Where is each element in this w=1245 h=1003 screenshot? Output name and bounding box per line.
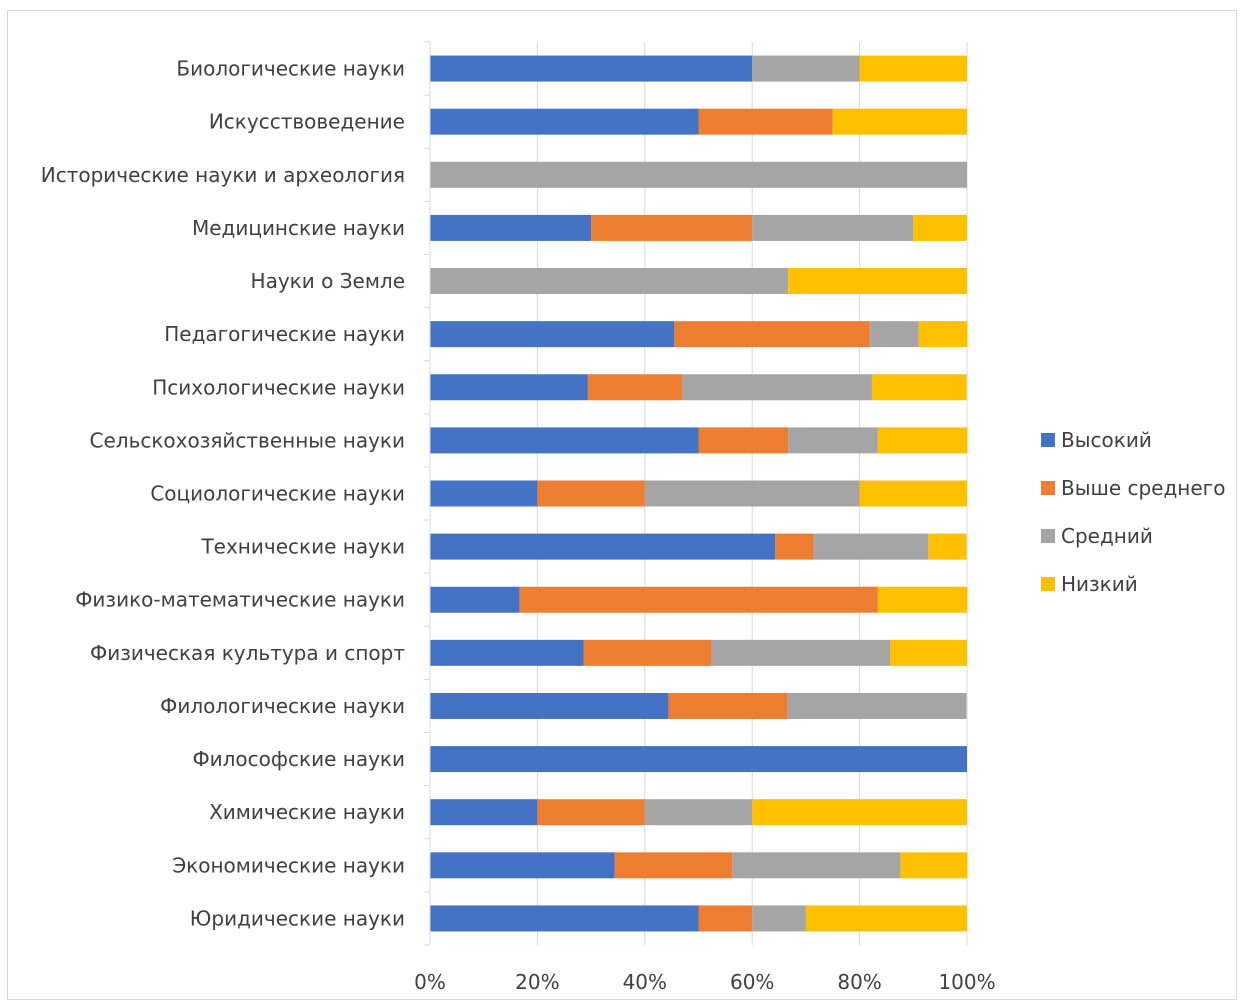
bar-0-series-0 [430, 55, 753, 82]
category-label: Юридические науки [190, 906, 405, 930]
bar-10-series-3 [877, 586, 968, 613]
bar-16-series-1 [698, 905, 753, 932]
bar-7-series-1 [698, 427, 789, 454]
legend-swatch [1041, 481, 1055, 495]
bar-14-series-1 [537, 799, 645, 826]
bar-0-series-3 [859, 55, 967, 82]
bar-4-series-3 [788, 268, 967, 295]
category-label: Педагогические науки [164, 322, 405, 346]
bar-5-series-0 [430, 321, 675, 348]
bar-12-series-0 [430, 692, 669, 719]
bar-8-series-0 [430, 480, 538, 507]
legend-swatch [1041, 577, 1055, 591]
legend-label: Низкий [1061, 572, 1138, 596]
bar-3-series-0 [430, 214, 592, 241]
bar-3-series-1 [591, 214, 753, 241]
bar-6-series-0 [430, 374, 588, 401]
bars [430, 55, 968, 932]
bar-5-series-2 [869, 321, 919, 348]
category-label: Психологические науки [152, 375, 405, 399]
bar-2-series-2 [430, 161, 967, 188]
x-tick-label: 0% [414, 970, 446, 994]
bar-15-series-2 [732, 852, 901, 879]
x-tick-label: 20% [515, 970, 559, 994]
bar-9-series-0 [430, 533, 776, 560]
bar-8-series-3 [859, 480, 967, 507]
bar-6-series-1 [587, 374, 683, 401]
legend-label: Средний [1061, 524, 1153, 548]
bar-10-series-1 [519, 586, 878, 613]
bar-11-series-0 [430, 639, 584, 666]
bar-5-series-1 [674, 321, 870, 348]
bar-3-series-2 [752, 214, 914, 241]
legend-swatch [1041, 433, 1055, 447]
bar-15-series-1 [614, 852, 733, 879]
category-label: Химические науки [209, 800, 405, 824]
category-label: Социологические науки [150, 482, 405, 506]
bar-6-series-3 [871, 374, 967, 401]
bar-14-series-2 [644, 799, 753, 826]
bar-11-series-2 [711, 639, 891, 666]
bar-5-series-3 [918, 321, 968, 348]
bar-13-series-0 [430, 746, 967, 773]
x-tick-label: 80% [837, 970, 881, 994]
bar-11-series-3 [890, 639, 967, 666]
bar-8-series-1 [537, 480, 645, 507]
x-tick-label: 100% [938, 970, 995, 994]
bar-12-series-2 [787, 692, 967, 719]
category-label: Биологические науки [176, 57, 405, 81]
bar-15-series-3 [900, 852, 968, 879]
bar-1-series-1 [698, 108, 833, 135]
bar-9-series-1 [775, 533, 814, 560]
bar-10-series-0 [430, 586, 520, 613]
category-label: Физико-математические науки [75, 588, 405, 612]
bar-12-series-1 [668, 692, 788, 719]
bar-14-series-3 [752, 799, 967, 826]
bar-0-series-2 [752, 55, 860, 82]
legend-swatch [1041, 529, 1055, 543]
legend-label: Высокий [1061, 428, 1152, 452]
category-labels: Биологические науки Искусствоведение Истор… [41, 57, 406, 931]
x-tick-label: 60% [730, 970, 774, 994]
bar-11-series-1 [583, 639, 712, 666]
bar-6-series-2 [682, 374, 872, 401]
bar-4-series-2 [430, 268, 789, 295]
bar-7-series-2 [788, 427, 878, 454]
category-label: Физическая культура и спорт [90, 641, 405, 665]
category-label: Филологические науки [160, 694, 405, 718]
bar-16-series-3 [805, 905, 967, 932]
bar-15-series-0 [430, 852, 615, 879]
category-label: Искусствоведение [209, 110, 405, 134]
category-label: Науки о Земле [251, 269, 405, 293]
bar-1-series-3 [832, 108, 967, 135]
bar-7-series-0 [430, 427, 699, 454]
bar-16-series-2 [752, 905, 806, 932]
bar-9-series-3 [928, 533, 967, 560]
category-label: Технические науки [200, 535, 405, 559]
bar-1-series-0 [430, 108, 699, 135]
category-label: Философские науки [192, 747, 405, 771]
category-label: Экономические науки [172, 853, 405, 877]
bar-14-series-0 [430, 799, 538, 826]
category-label: Сельскохозяйственные науки [90, 428, 405, 452]
category-label: Медицинские науки [192, 216, 405, 240]
bar-8-series-2 [644, 480, 860, 507]
bar-3-series-3 [913, 214, 967, 241]
bar-16-series-0 [430, 905, 699, 932]
bar-9-series-2 [813, 533, 929, 560]
bar-7-series-3 [877, 427, 968, 454]
x-tick-label: 40% [623, 970, 667, 994]
x-tick-labels: 0% 20% 40% 60% 80% 100% [414, 970, 995, 994]
category-axis [424, 41, 431, 946]
legend-label: Выше среднего [1061, 476, 1225, 500]
legend: Высокий Выше среднего Средний Низкий [1041, 428, 1225, 596]
category-label: Исторические науки и археология [41, 163, 405, 187]
